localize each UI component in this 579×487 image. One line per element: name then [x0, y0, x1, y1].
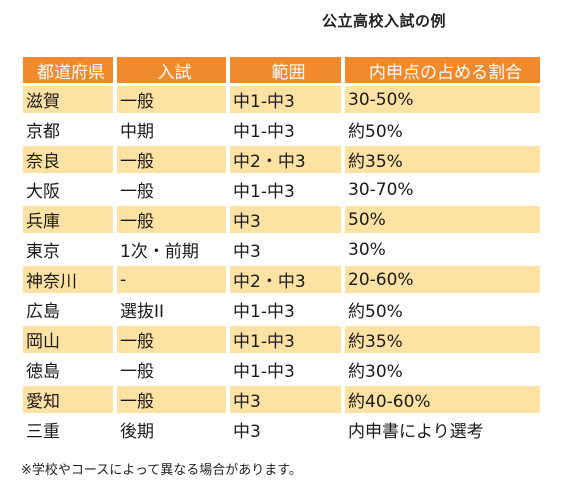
- table-row: 広島 選抜II 中1-中3 約50%: [23, 296, 540, 323]
- cell-range: 中1-中3: [230, 86, 341, 113]
- cell-ratio: 約40-60%: [345, 386, 540, 413]
- table-row: 愛知 一般 中3 約40-60%: [23, 386, 540, 413]
- cell-exam: 後期: [117, 416, 226, 443]
- table-row: 三重 後期 中3 内申書により選考: [23, 416, 540, 443]
- cell-prefecture: 大阪: [23, 176, 113, 203]
- cell-prefecture: 三重: [23, 416, 113, 443]
- table-row: 大阪 一般 中1-中3 30-70%: [23, 176, 540, 203]
- cell-ratio: 30-70%: [345, 176, 540, 203]
- cell-range: 中1-中3: [230, 296, 341, 323]
- cell-prefecture: 広島: [23, 296, 113, 323]
- table-header-row: 都道府県 入試 範囲 内申点の占める割合: [23, 57, 540, 83]
- table-row: 滋賀 一般 中1-中3 30-50%: [23, 86, 540, 113]
- cell-ratio: 50%: [345, 206, 540, 233]
- cell-ratio: 約30%: [345, 356, 540, 383]
- cell-exam: 一般: [117, 146, 226, 173]
- cell-prefecture: 愛知: [23, 386, 113, 413]
- cell-ratio: 20-60%: [345, 266, 540, 293]
- cell-prefecture: 滋賀: [23, 86, 113, 113]
- cell-ratio: 約50%: [345, 116, 540, 143]
- cell-exam: 一般: [117, 176, 226, 203]
- cell-prefecture: 岡山: [23, 326, 113, 353]
- cell-prefecture: 徳島: [23, 356, 113, 383]
- cell-exam: 一般: [117, 326, 226, 353]
- cell-ratio: 30%: [345, 236, 540, 263]
- cell-ratio: 30-50%: [345, 86, 540, 113]
- header-exam: 入試: [117, 57, 226, 83]
- cell-ratio: 約50%: [345, 296, 540, 323]
- cell-prefecture: 神奈川: [23, 266, 113, 293]
- header-prefecture: 都道府県: [23, 57, 113, 83]
- cell-prefecture: 京都: [23, 116, 113, 143]
- cell-range: 中1-中3: [230, 326, 341, 353]
- cell-exam: 一般: [117, 356, 226, 383]
- table-row: 兵庫 一般 中3 50%: [23, 206, 540, 233]
- cell-range: 中3: [230, 206, 341, 233]
- admission-table: 都道府県 入試 範囲 内申点の占める割合 滋賀 一般 中1-中3 30-50% …: [19, 54, 544, 446]
- cell-range: 中2・中3: [230, 266, 341, 293]
- table-row: 神奈川 - 中2・中3 20-60%: [23, 266, 540, 293]
- table-row: 京都 中期 中1-中3 約50%: [23, 116, 540, 143]
- cell-exam: 選抜II: [117, 296, 226, 323]
- footnote: ※学校やコースによって異なる場合があります。: [21, 463, 302, 478]
- table-row: 東京 1次・前期 中3 30%: [23, 236, 540, 263]
- cell-range: 中3: [230, 416, 341, 443]
- cell-exam: 1次・前期: [117, 236, 226, 263]
- cell-prefecture: 奈良: [23, 146, 113, 173]
- cell-range: 中2・中3: [230, 146, 341, 173]
- table-row: 岡山 一般 中1-中3 約35%: [23, 326, 540, 353]
- header-ratio: 内申点の占める割合: [345, 57, 540, 83]
- cell-range: 中3: [230, 386, 341, 413]
- cell-range: 中3: [230, 236, 341, 263]
- header-range: 範囲: [230, 57, 341, 83]
- cell-range: 中1-中3: [230, 116, 341, 143]
- cell-prefecture: 東京: [23, 236, 113, 263]
- table-row: 徳島 一般 中1-中3 約30%: [23, 356, 540, 383]
- cell-exam: 中期: [117, 116, 226, 143]
- cell-exam: 一般: [117, 206, 226, 233]
- cell-ratio: 約35%: [345, 326, 540, 353]
- cell-range: 中1-中3: [230, 176, 341, 203]
- cell-range: 中1-中3: [230, 356, 341, 383]
- cell-ratio: 約35%: [345, 146, 540, 173]
- cell-ratio: 内申書により選考: [345, 416, 540, 443]
- cell-prefecture: 兵庫: [23, 206, 113, 233]
- cell-exam: 一般: [117, 386, 226, 413]
- table-row: 奈良 一般 中2・中3 約35%: [23, 146, 540, 173]
- cell-exam: 一般: [117, 86, 226, 113]
- page-title: 公立高校入試の例: [322, 12, 447, 30]
- cell-exam: -: [117, 266, 226, 293]
